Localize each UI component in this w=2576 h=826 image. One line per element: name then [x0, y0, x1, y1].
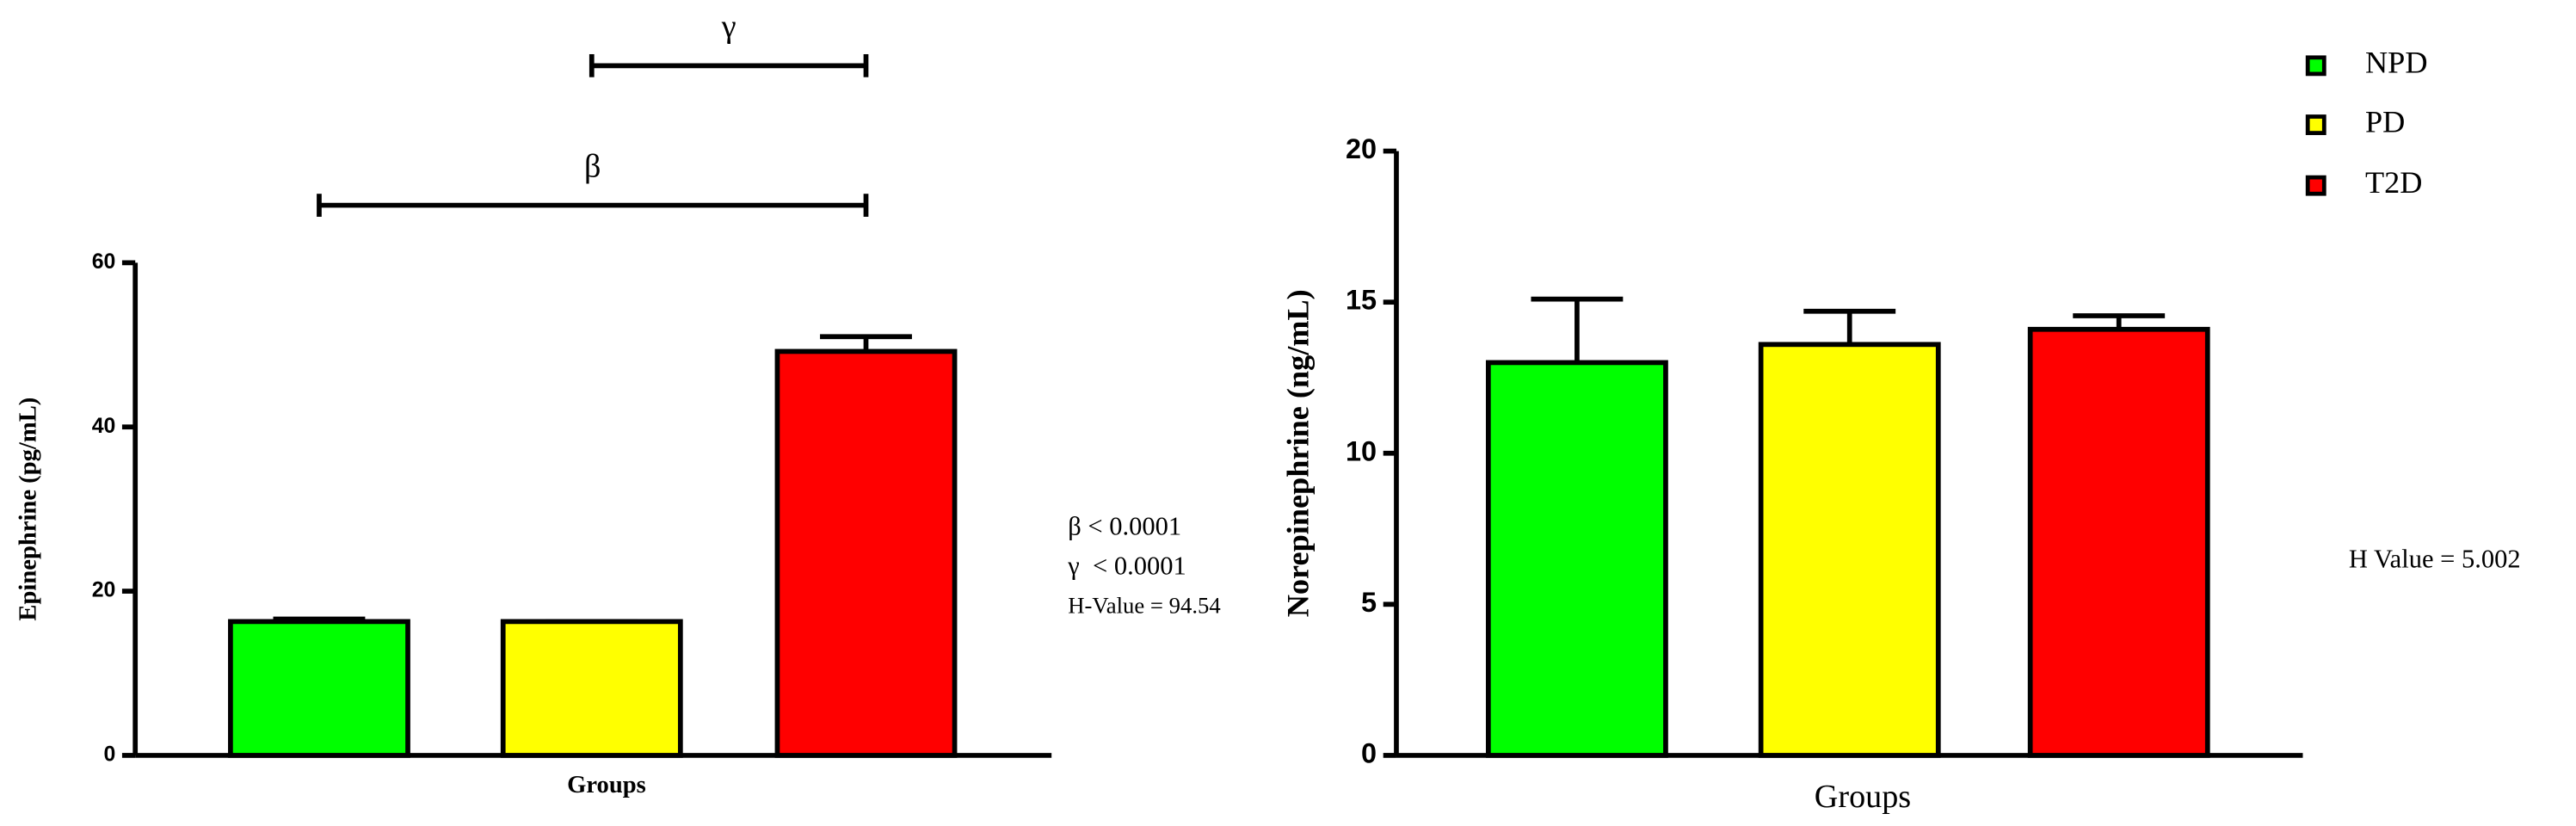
y-tick-label: 10 — [1346, 435, 1377, 466]
y-tick-label: 20 — [92, 579, 116, 602]
y-tick-label: 20 — [1346, 133, 1377, 164]
bar — [774, 348, 958, 758]
x-axis-label: Groups — [1815, 779, 1911, 815]
y-tick-label: 15 — [1346, 285, 1377, 316]
y-tick-label: 60 — [92, 250, 116, 274]
bracket-label: β — [584, 148, 601, 184]
legend-label: NPD — [2365, 46, 2428, 80]
legend-swatch — [2305, 55, 2326, 77]
bracket-label: γ — [721, 9, 736, 45]
bar — [2027, 326, 2210, 758]
legend-swatch — [2305, 175, 2326, 196]
y-axis-label: Epinephrine (pg/mL) — [15, 398, 42, 621]
annotation: H Value = 5.002 — [2349, 545, 2521, 574]
x-axis-label: Groups — [567, 771, 646, 798]
legend-label: T2D — [2365, 165, 2422, 200]
bar — [500, 619, 683, 758]
y-tick-label: 40 — [92, 415, 116, 438]
legend-swatch — [2305, 114, 2326, 135]
y-tick-label: 0 — [103, 743, 115, 766]
bar — [1758, 342, 1941, 758]
annotation: H-Value = 94.54 — [1068, 592, 1220, 618]
bar — [1485, 360, 1668, 758]
y-tick-label: 5 — [1361, 587, 1377, 618]
bar — [228, 619, 410, 758]
legend-label: PD — [2365, 104, 2405, 139]
annotation: γ < 0.0001 — [1067, 551, 1186, 580]
annotation: β < 0.0001 — [1068, 512, 1181, 541]
y-tick-label: 0 — [1361, 737, 1377, 768]
y-axis-label: Norepinephrine (ng/mL) — [1281, 289, 1316, 617]
